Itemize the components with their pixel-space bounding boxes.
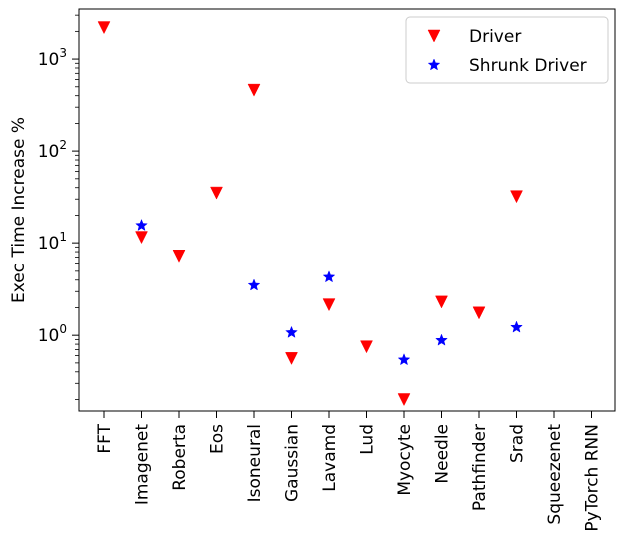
driver-point (435, 295, 448, 309)
driver-point (97, 21, 111, 35)
driver-point (510, 190, 523, 204)
driver-point (360, 340, 373, 354)
x-tick-label: Roberta (170, 424, 190, 491)
y-tick-label: 100 (38, 322, 67, 346)
x-tick-label: Lavamd (320, 424, 340, 492)
legend: Driver Shrunk Driver (405, 16, 609, 84)
x-tick-label: Srad (508, 424, 528, 463)
driver-point (247, 83, 261, 97)
y-axis: 100 101 102 103 (38, 14, 79, 400)
x-tick-label: Eos (208, 424, 228, 454)
y-axis-label: Exec Time Increase % (9, 117, 29, 303)
shrunk-driver-point (435, 333, 448, 346)
legend-triangle-icon (427, 29, 441, 43)
shrunk-driver-point (285, 325, 298, 338)
driver-point (210, 186, 223, 200)
data-points (97, 21, 523, 407)
x-tick-label: Pathfinder (470, 424, 490, 511)
shrunk-driver-point (322, 270, 336, 283)
x-axis: FFT Imagenet Roberta Eos Isoneural Gaussian La… (95, 411, 603, 532)
shrunk-driver-point (135, 218, 148, 232)
x-tick-label: FFT (95, 423, 115, 453)
shrunk-driver-point (247, 278, 261, 291)
driver-point (172, 250, 186, 263)
x-tick-label: Imagenet (133, 424, 153, 505)
driver-point (285, 352, 298, 365)
legend-box (405, 16, 609, 84)
shrunk-driver-point (397, 353, 411, 366)
driver-point (472, 306, 486, 320)
legend-label: Driver (469, 27, 521, 47)
x-tick-label: Gaussian (283, 424, 303, 502)
y-tick-label: 101 (38, 230, 67, 254)
x-tick-label: Needle (433, 424, 453, 484)
driver-point (322, 298, 336, 312)
y-tick-label: 102 (38, 138, 67, 162)
x-tick-label: Lud (358, 424, 378, 455)
x-tick-label: Isoneural (245, 424, 265, 502)
x-tick-label: Myocyte (395, 424, 415, 496)
shrunk-driver-point (510, 320, 523, 333)
driver-point (397, 393, 411, 407)
legend-label: Shrunk Driver (469, 56, 587, 76)
legend-star-icon (427, 58, 441, 71)
driver-point (135, 231, 148, 245)
plot-frame (78, 8, 616, 412)
y-tick-label: 103 (38, 46, 67, 70)
x-tick-label: PyTorch RNN (583, 424, 603, 532)
x-tick-label: Squeezenet (545, 424, 565, 525)
